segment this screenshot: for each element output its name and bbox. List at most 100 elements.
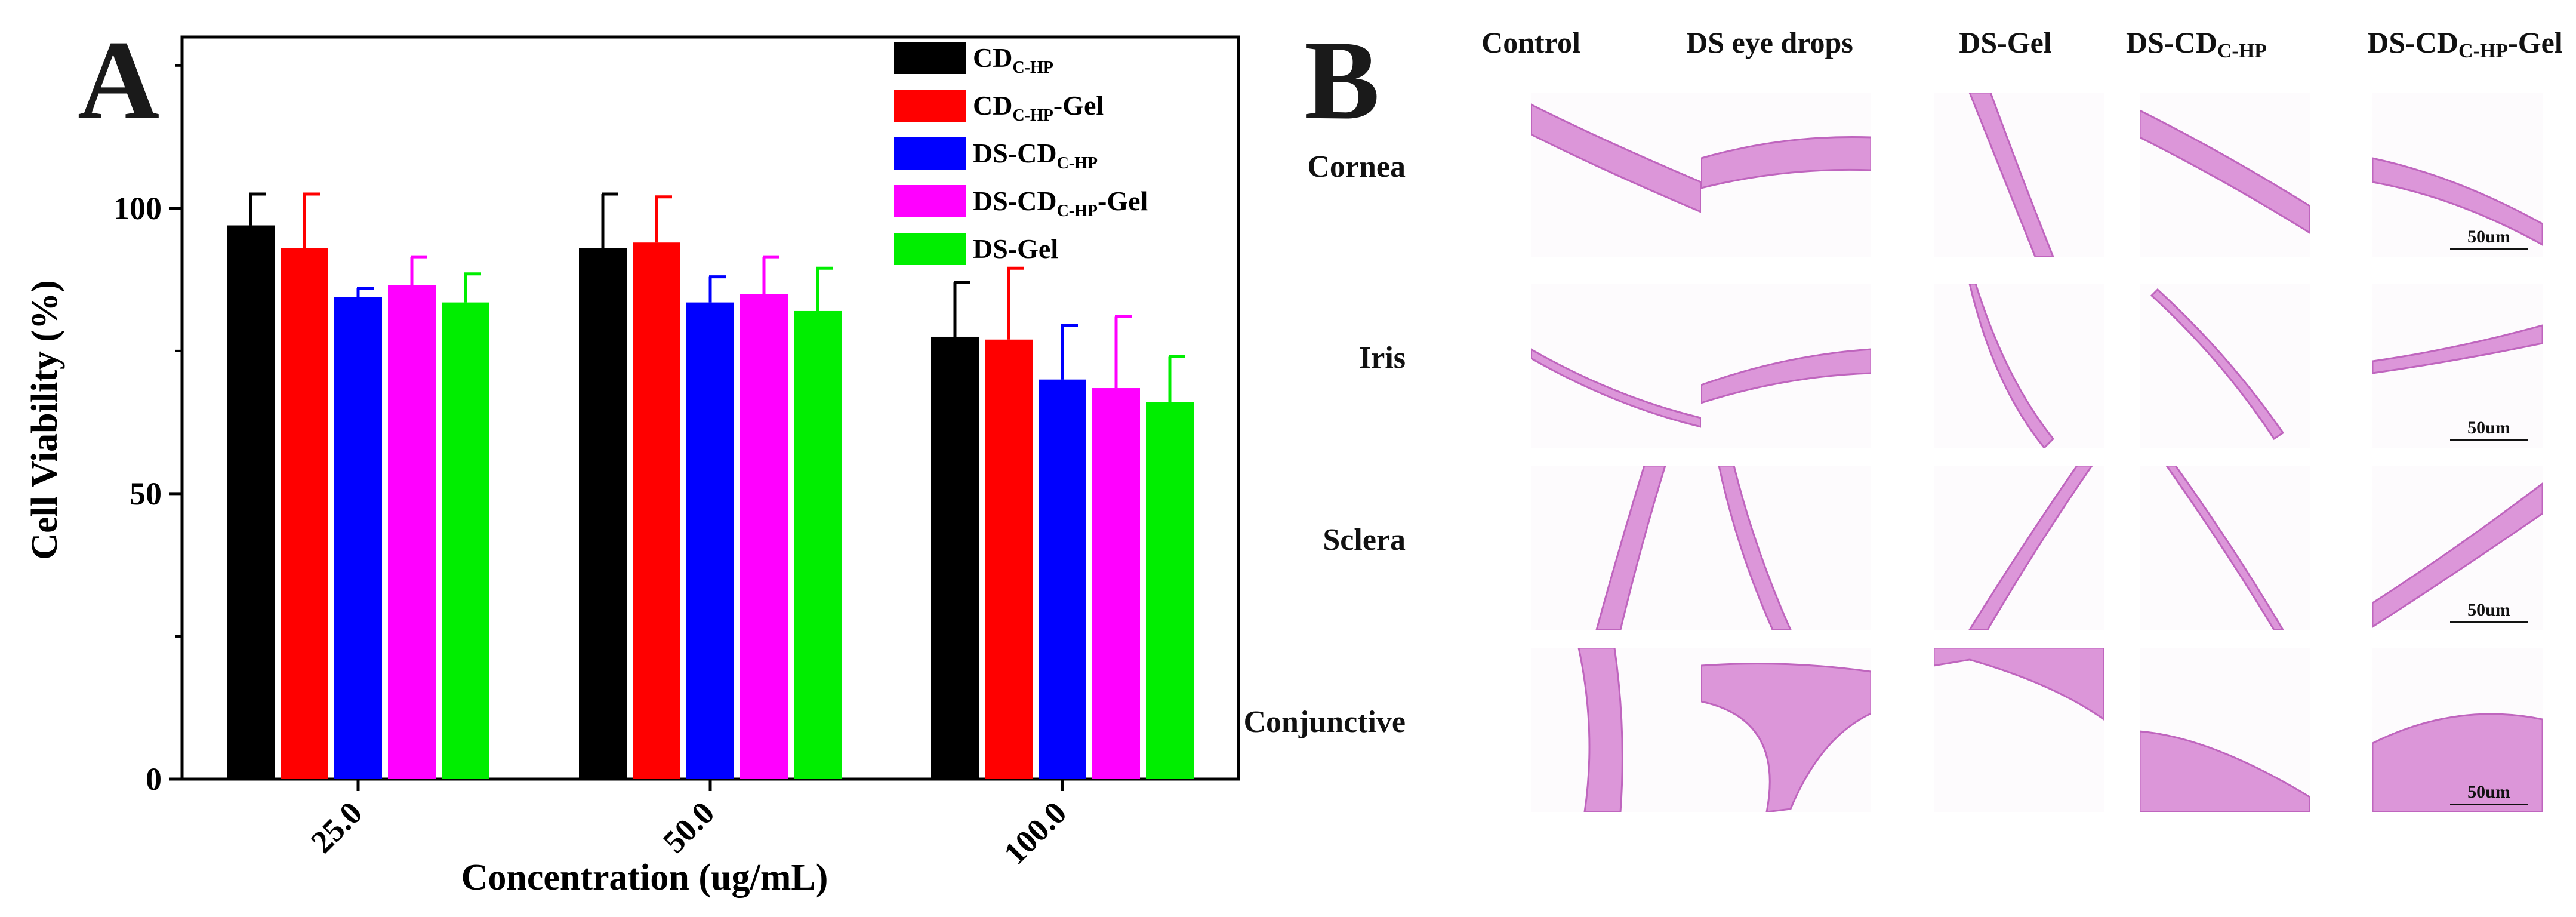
tissue-section-image	[1968, 284, 2055, 448]
bar	[740, 294, 788, 779]
panel-a-label: A	[78, 18, 160, 143]
histology-image	[1934, 648, 2104, 812]
bar	[227, 225, 275, 779]
x-axis-title: Concentration (ug/mL)	[461, 857, 828, 898]
tissue-section-image	[2140, 109, 2310, 234]
histology-image	[1701, 466, 1871, 630]
column-header-sub: C-HP	[2458, 40, 2509, 62]
tissue-section-image	[1934, 648, 2104, 721]
tissue-section-image	[2372, 482, 2543, 628]
bar	[334, 297, 382, 779]
column-header: DS-Gel	[1959, 25, 2052, 60]
column-header-text: Control	[1481, 26, 1580, 59]
legend-swatch	[894, 233, 966, 265]
tissue-section-image	[1968, 93, 2054, 257]
row-label: Sclera	[1323, 523, 1406, 557]
histology-image	[2140, 466, 2310, 630]
histology-image	[2140, 648, 2310, 812]
tissue-section-image	[1595, 466, 1666, 630]
column-header-text: DS eye drops	[1686, 26, 1853, 59]
histology-image	[2140, 93, 2310, 257]
legend-label: DS-Gel	[973, 233, 1058, 264]
bar	[281, 248, 328, 779]
histology-image	[1934, 93, 2104, 257]
scale-bar: 50um	[2450, 782, 2528, 805]
legend-label: DS-CDC-HP-Gel	[973, 186, 1148, 220]
legend-label: DS-CDC-HP	[973, 138, 1098, 173]
bar	[1146, 402, 1194, 779]
scale-bar-label: 50um	[2467, 227, 2510, 247]
histology-image	[1934, 466, 2104, 630]
scale-bar-line	[2450, 439, 2528, 441]
scale-bar-line	[2450, 621, 2528, 623]
bar	[442, 302, 489, 779]
scale-bar: 50um	[2450, 418, 2528, 441]
y-tick-label: 0	[146, 761, 162, 797]
tissue-section-image	[1718, 466, 1792, 630]
tissue-section-image	[1701, 348, 1871, 404]
legend-swatch	[894, 137, 966, 170]
y-tick-label: 50	[130, 476, 162, 512]
legend-swatch	[894, 42, 966, 74]
legend-label: CDC-HP-Gel	[973, 90, 1104, 125]
bar	[931, 336, 979, 779]
histology-image	[2140, 284, 2310, 448]
histology-image	[2372, 93, 2543, 257]
column-header: Control	[1481, 25, 1580, 60]
column-header: DS-CDC-HP-Gel	[2367, 25, 2563, 62]
y-tick-label: 100	[113, 190, 162, 226]
scale-bar-label: 50um	[2467, 782, 2510, 802]
scale-bar-label: 50um	[2467, 600, 2510, 620]
scale-bar-label: 50um	[2467, 418, 2510, 438]
histology-image	[1531, 648, 1701, 812]
row-label: Iris	[1359, 341, 1406, 375]
column-header-suffix: -Gel	[2508, 26, 2563, 59]
histology-image	[2372, 284, 2543, 448]
column-header-text: DS-CD	[2126, 26, 2217, 59]
column-header: DS eye drops	[1686, 25, 1853, 60]
scale-bar-line	[2450, 804, 2528, 805]
tissue-section-image	[2372, 157, 2543, 246]
tissue-section-image	[2140, 730, 2310, 812]
y-axis-title: Cell Viability (%)	[24, 280, 65, 559]
tissue-section-image	[2165, 466, 2284, 630]
tissue-section-image	[2150, 288, 2285, 441]
tissue-section-image	[1701, 136, 1871, 189]
scale-bar: 50um	[2450, 600, 2528, 623]
bar	[1039, 379, 1086, 779]
bar	[794, 310, 842, 779]
histology-image	[1934, 284, 2104, 448]
row-label: Cornea	[1307, 150, 1406, 184]
bar	[388, 285, 436, 780]
x-tick-label: 25.0	[304, 795, 369, 860]
tissue-section-image	[1701, 663, 1871, 812]
x-tick-label: 100.0	[997, 795, 1073, 871]
histology-image	[2372, 648, 2543, 812]
bar	[686, 302, 734, 779]
bar	[1092, 388, 1140, 779]
column-header-text: DS-CD	[2367, 26, 2459, 59]
tissue-section-image	[2372, 324, 2543, 374]
bar	[633, 242, 680, 779]
bar	[579, 248, 627, 779]
x-tick-label: 50.0	[656, 795, 721, 860]
legend-label: CDC-HP	[973, 42, 1053, 77]
panel-b-label: B	[1304, 18, 1380, 143]
tissue-section-image	[1577, 648, 1623, 812]
histology-image	[1531, 284, 1701, 448]
column-header-sub: C-HP	[2217, 40, 2267, 62]
histology-image	[1531, 93, 1701, 257]
histology-image	[1701, 93, 1871, 257]
column-header: DS-CDC-HP	[2126, 25, 2267, 62]
scale-bar: 50um	[2450, 227, 2528, 250]
bar-chart: 0 50 100 25.0 50.0 100.0 Concentration (ug/mL)…	[24, 35, 1240, 898]
histology-image	[1531, 466, 1701, 630]
bar	[985, 339, 1033, 779]
tissue-section-image	[2372, 713, 2543, 812]
legend-swatch	[894, 185, 966, 217]
histology-image	[1701, 284, 1871, 448]
legend-swatch	[894, 90, 966, 122]
scale-bar-line	[2450, 248, 2528, 250]
tissue-section-image	[1531, 348, 1701, 428]
histology-image	[2372, 466, 2543, 630]
